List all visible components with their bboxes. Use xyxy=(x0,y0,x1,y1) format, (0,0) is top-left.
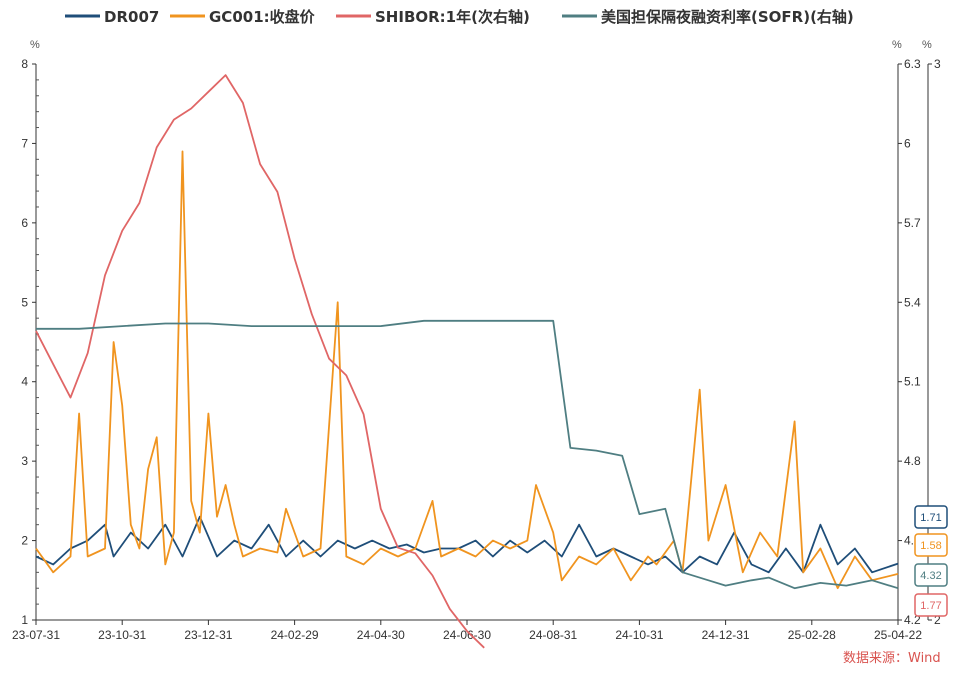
left-tick-label: 7 xyxy=(21,136,28,150)
right-tick-label: 6 xyxy=(904,136,911,150)
series-line-3[interactable] xyxy=(36,319,899,590)
right-tick-label: 6.3 xyxy=(904,57,921,71)
legend: DR007 GC001:收盘价 SHIBOR:1年(次右轴) 美国担保隔夜融资利… xyxy=(65,8,854,26)
right2-tick-label: 2 xyxy=(934,613,941,627)
end-badge-value: 4.32 xyxy=(920,570,941,582)
legend-label: 美国担保隔夜融资利率(SOFR)(右轴) xyxy=(601,8,854,26)
right2-tick-label: 3 xyxy=(934,57,941,71)
end-badge: 1.58 xyxy=(914,533,948,557)
left-axis-unit: % xyxy=(30,39,40,51)
x-tick-label: 23-10-31 xyxy=(98,628,146,642)
end-badge-value: 1.77 xyxy=(920,600,941,612)
left-tick-label: 6 xyxy=(21,216,28,230)
x-tick-label: 23-12-31 xyxy=(184,628,232,642)
x-tick-label: 23-07-31 xyxy=(12,628,60,642)
right-tick-label: 5.7 xyxy=(904,216,921,230)
end-badge-box xyxy=(914,505,948,529)
legend-item-shibor[interactable]: SHIBOR:1年(次右轴) xyxy=(336,8,530,26)
series-line-2[interactable] xyxy=(35,74,485,649)
x-tick-label: 24-04-30 xyxy=(357,628,405,642)
x-tick-label: 24-08-31 xyxy=(529,628,577,642)
end-badge-value: 1.58 xyxy=(920,540,941,552)
end-badge-box xyxy=(914,533,948,557)
series xyxy=(35,74,899,649)
legend-label: SHIBOR:1年(次右轴) xyxy=(375,8,530,26)
x-tick-label: 24-10-31 xyxy=(615,628,663,642)
right-tick-label: 4.8 xyxy=(904,454,921,468)
series-line-1[interactable] xyxy=(35,150,899,590)
left-tick-label: 3 xyxy=(21,454,28,468)
left-tick-label: 1 xyxy=(21,613,28,627)
x-tick-label: 24-06-30 xyxy=(443,628,491,642)
legend-label: DR007 xyxy=(104,8,159,26)
left-tick-label: 4 xyxy=(21,375,28,389)
end-badges: 1.71 1.58 4.32 1.77 xyxy=(914,505,948,617)
left-tick-label: 5 xyxy=(21,295,28,309)
left-tick-label: 2 xyxy=(21,534,28,548)
x-tick-label: 24-02-29 xyxy=(271,628,319,642)
right2-axis-unit: % xyxy=(922,39,932,51)
x-tick-label: 25-04-22 xyxy=(874,628,922,642)
right-tick-label: 5.4 xyxy=(904,295,921,309)
legend-label: GC001:收盘价 xyxy=(209,8,316,26)
x-tick-label: 25-02-28 xyxy=(788,628,836,642)
right-axis-unit: % xyxy=(892,39,902,51)
axes: 123456784.24.54.85.15.45.766.32323-07-31… xyxy=(12,57,941,642)
end-badge-box xyxy=(914,563,948,587)
x-tick-label: 24-12-31 xyxy=(702,628,750,642)
end-badge: 1.71 xyxy=(914,505,948,529)
right-tick-label: 5.1 xyxy=(904,375,921,389)
end-badge: 1.77 xyxy=(914,593,948,617)
legend-item-gc001[interactable]: GC001:收盘价 xyxy=(170,8,316,26)
end-badge-box xyxy=(914,593,948,617)
legend-item-sofr[interactable]: 美国担保隔夜融资利率(SOFR)(右轴) xyxy=(562,8,854,26)
end-badge: 4.32 xyxy=(914,563,948,587)
legend-item-dr007[interactable]: DR007 xyxy=(65,8,159,26)
source-note: 数据来源：Wind xyxy=(843,651,941,666)
end-badge-value: 1.71 xyxy=(920,512,941,524)
left-tick-label: 8 xyxy=(21,57,28,71)
